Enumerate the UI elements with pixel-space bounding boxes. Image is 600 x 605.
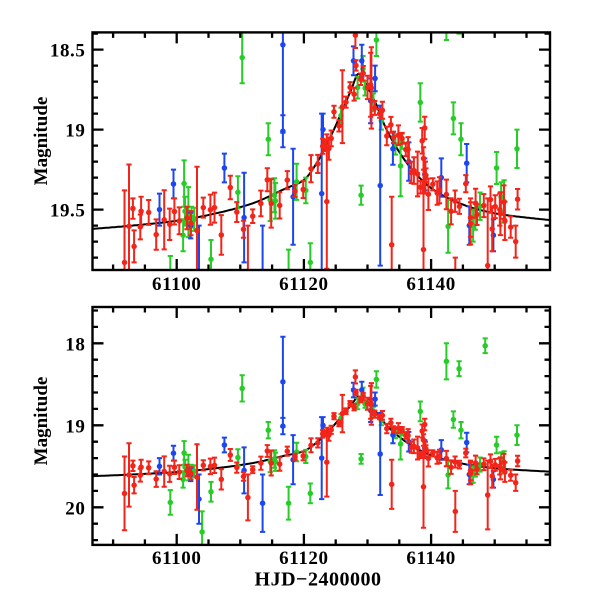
svg-text:18.5: 18.5 (50, 41, 86, 62)
svg-text:61100: 61100 (152, 548, 201, 569)
svg-text:18: 18 (65, 334, 85, 355)
svg-text:61100: 61100 (152, 274, 201, 295)
svg-text:Magnitude: Magnitude (31, 97, 52, 186)
svg-text:19.5: 19.5 (50, 201, 86, 222)
svg-text:61120: 61120 (279, 548, 328, 569)
svg-text:Magnitude: Magnitude (31, 377, 52, 466)
svg-text:61140: 61140 (406, 548, 455, 569)
svg-text:19: 19 (65, 121, 85, 142)
svg-text:61120: 61120 (279, 274, 328, 295)
svg-text:20: 20 (65, 498, 85, 519)
svg-text:19: 19 (65, 416, 85, 437)
svg-text:HJD−2400000: HJD−2400000 (255, 569, 382, 591)
svg-text:61140: 61140 (406, 274, 455, 295)
